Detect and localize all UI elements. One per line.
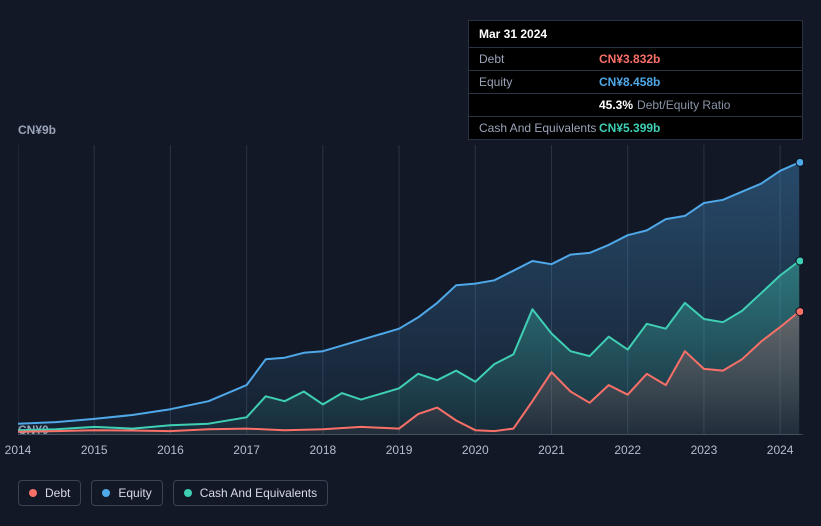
legend-dot-icon	[184, 489, 192, 497]
legend-item-debt[interactable]: Debt	[18, 480, 81, 506]
chart-legend: Debt Equity Cash And Equivalents	[18, 480, 328, 506]
legend-dot-icon	[102, 489, 110, 497]
y-axis-max-label: CN¥9b	[18, 123, 56, 137]
chart-tooltip: Mar 31 2024 Debt CN¥3.832b Equity CN¥8.4…	[468, 20, 803, 140]
tooltip-row-debt: Debt CN¥3.832b	[469, 48, 802, 71]
x-axis-tick-label: 2017	[233, 443, 260, 457]
tooltip-value: CN¥5.399b	[599, 121, 660, 135]
x-axis-tick-label: 2016	[157, 443, 184, 457]
legend-label: Equity	[118, 486, 151, 500]
tooltip-ratio-label: Debt/Equity Ratio	[637, 98, 730, 112]
x-axis-tick-label: 2014	[5, 443, 32, 457]
x-axis-tick-label: 2018	[309, 443, 336, 457]
x-axis-tick-label: 2019	[386, 443, 413, 457]
tooltip-label: Equity	[479, 75, 599, 89]
tooltip-row-ratio: 45.3% Debt/Equity Ratio	[469, 94, 802, 117]
tooltip-ratio-pct: 45.3%	[599, 98, 633, 112]
chart-svg	[18, 145, 803, 435]
x-axis-tick-label: 2020	[462, 443, 489, 457]
chart-container: CN¥9b CN¥0 20142015201620172018201920202…	[18, 125, 803, 475]
x-axis-tick-label: 2015	[81, 443, 108, 457]
x-axis-tick-label: 2021	[538, 443, 565, 457]
tooltip-value: CN¥8.458b	[599, 75, 660, 89]
x-axis-tick-label: 2022	[614, 443, 641, 457]
tooltip-value: CN¥3.832b	[599, 52, 660, 66]
legend-item-equity[interactable]: Equity	[91, 480, 162, 506]
legend-label: Cash And Equivalents	[200, 486, 317, 500]
x-axis-tick-label: 2024	[767, 443, 794, 457]
tooltip-label: Debt	[479, 52, 599, 66]
tooltip-date: Mar 31 2024	[469, 21, 802, 48]
tooltip-row-equity: Equity CN¥8.458b	[469, 71, 802, 94]
tooltip-label: Cash And Equivalents	[479, 121, 599, 135]
tooltip-label	[479, 98, 599, 112]
legend-item-cash[interactable]: Cash And Equivalents	[173, 480, 328, 506]
chart-plot-area[interactable]	[18, 145, 803, 435]
tooltip-row-cash: Cash And Equivalents CN¥5.399b	[469, 117, 802, 139]
x-axis-labels: 2014201520162017201820192020202120222023…	[18, 443, 803, 463]
x-axis-tick-label: 2023	[691, 443, 718, 457]
legend-label: Debt	[45, 486, 70, 500]
legend-dot-icon	[29, 489, 37, 497]
